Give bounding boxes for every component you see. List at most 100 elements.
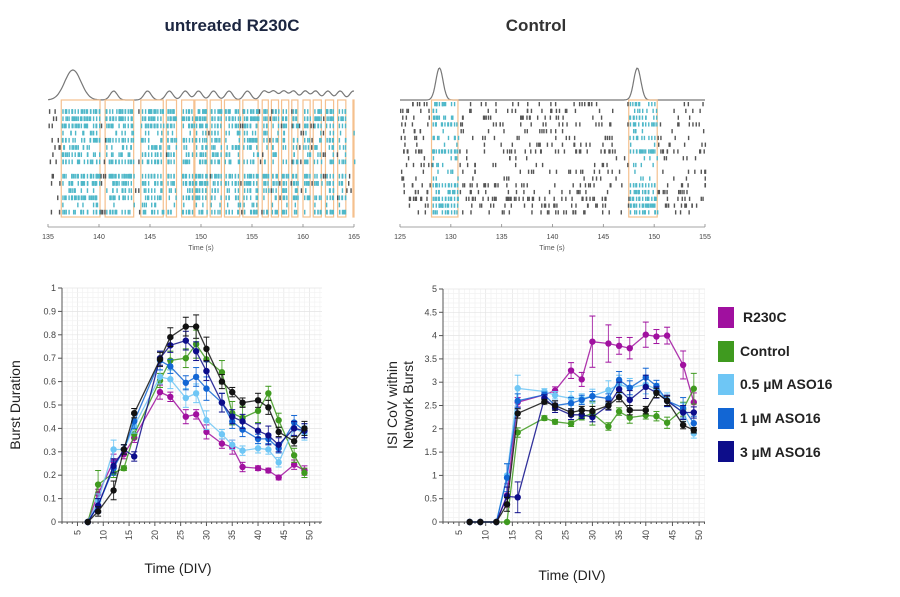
spike (122, 116, 124, 122)
spike (329, 130, 331, 136)
spike (316, 173, 318, 179)
spike (607, 169, 609, 174)
spike (282, 181, 284, 186)
spike (338, 181, 341, 186)
spike (456, 183, 459, 188)
spike (202, 116, 204, 122)
spike (194, 181, 197, 186)
spike (140, 137, 143, 143)
spike (703, 149, 705, 154)
spike (123, 173, 125, 179)
spike (493, 183, 496, 188)
spike (509, 196, 511, 201)
spike (182, 181, 185, 186)
spike (65, 209, 67, 215)
data-point-3-m-aso16 (265, 432, 272, 439)
spike (217, 181, 219, 186)
spike (645, 149, 647, 154)
spike (227, 181, 230, 186)
chart1-xlabel: Time (DIV) (538, 567, 605, 583)
spike (112, 152, 114, 157)
spike (211, 116, 213, 122)
spike (609, 122, 611, 127)
spike (403, 129, 405, 134)
spike (438, 115, 441, 120)
data-point-3-m-aso16 (110, 462, 117, 470)
spike (641, 122, 644, 127)
spike (338, 137, 341, 143)
spike (589, 196, 591, 201)
spike (314, 145, 316, 150)
spike (660, 135, 662, 141)
spike (463, 183, 466, 188)
spike (541, 203, 543, 208)
spike (644, 189, 646, 195)
spike (578, 149, 581, 154)
spike (638, 210, 641, 215)
spike (487, 108, 489, 114)
spike (456, 189, 459, 195)
spike (438, 203, 441, 208)
spike (254, 137, 256, 143)
spike (253, 209, 255, 215)
spike (141, 181, 144, 186)
spike (228, 116, 230, 122)
spike (77, 202, 79, 208)
spike (107, 123, 110, 129)
spike (277, 116, 280, 122)
spike (530, 122, 532, 127)
spike (249, 209, 252, 215)
data-point-unlabeled (578, 406, 585, 414)
spike (407, 156, 410, 161)
spike (295, 209, 298, 215)
spike (109, 173, 111, 179)
spike (151, 109, 153, 114)
population-trace (47, 69, 355, 101)
spike (338, 195, 341, 201)
spike (251, 109, 253, 114)
spike (323, 116, 325, 122)
spike (695, 122, 697, 127)
spike (627, 102, 629, 107)
raster-xlabel-r230c: Time (s) (188, 245, 213, 252)
spike (510, 196, 512, 201)
spike (224, 109, 227, 114)
spike (272, 123, 274, 129)
spike (495, 183, 497, 188)
spike (698, 122, 700, 127)
network-burst-box (242, 99, 259, 218)
spike (124, 209, 126, 215)
spike (643, 135, 646, 141)
spike (80, 152, 83, 157)
spike (495, 196, 497, 201)
spike (128, 173, 131, 179)
spike (538, 142, 540, 147)
spike (174, 116, 176, 122)
spike (92, 188, 95, 193)
spike (151, 123, 153, 129)
spike (110, 152, 113, 157)
spike (264, 181, 266, 186)
data-point-unlabeled (477, 518, 484, 526)
spike (167, 181, 169, 186)
spike (318, 195, 321, 201)
spike (195, 137, 197, 143)
spike (589, 142, 591, 147)
spike (318, 109, 321, 114)
y-tick-label: 0 (51, 517, 56, 527)
spike (211, 123, 213, 129)
data-point-control (567, 420, 575, 427)
spike (152, 145, 154, 150)
spike (339, 130, 342, 136)
spike (431, 162, 433, 168)
spike (154, 109, 156, 114)
spike (220, 181, 222, 186)
spike (80, 109, 83, 114)
spike (241, 123, 244, 129)
x-tick-label: 50 (305, 530, 315, 540)
spike (268, 188, 270, 193)
spike (121, 130, 123, 136)
spike (198, 137, 201, 143)
spike (447, 196, 450, 201)
spike (525, 156, 528, 161)
